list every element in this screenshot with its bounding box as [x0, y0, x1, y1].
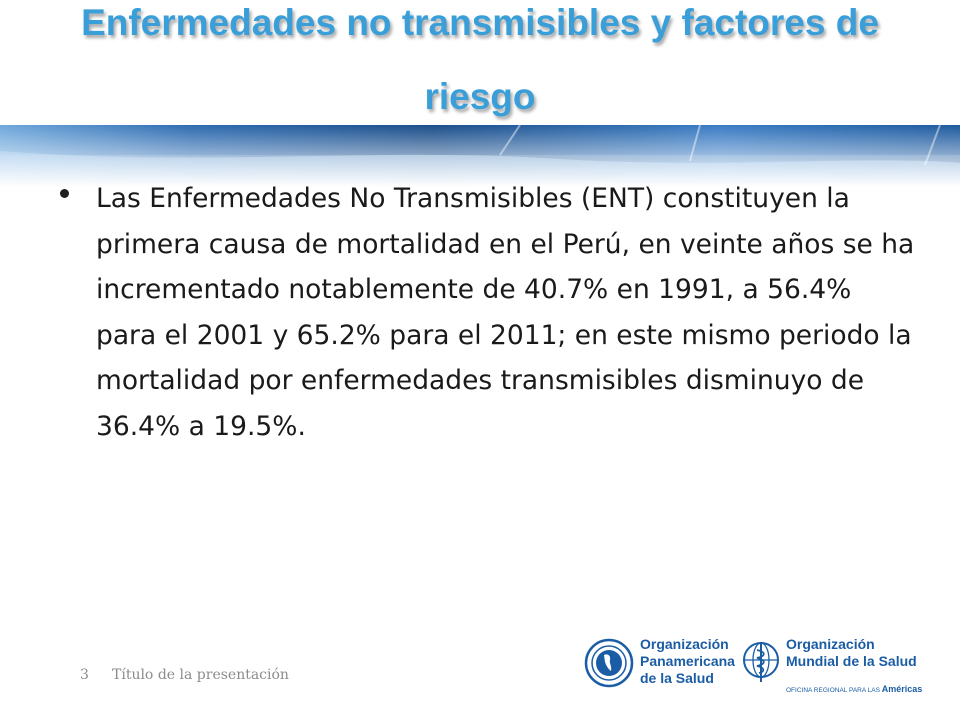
bullet-marker — [60, 189, 69, 198]
paho-logo: Organización Panamericana de la Salud — [584, 636, 735, 690]
bullet-text: Las Enfermedades No Transmisibles (ENT) … — [96, 183, 915, 442]
who-logo-text: Organización Mundial de la Salud — [786, 636, 917, 670]
footer-presentation-title: Título de la presentación — [112, 667, 289, 683]
who-sub-region: Américas — [881, 684, 923, 694]
who-emblem-icon — [743, 642, 779, 682]
paho-line-1: Organización — [640, 636, 729, 652]
who-line-1: Organización — [786, 636, 875, 652]
slide-number: 3 — [80, 667, 89, 683]
bullet-list: Las Enfermedades No Transmisibles (ENT) … — [56, 176, 916, 449]
who-line-2: Mundial de la Salud — [786, 653, 917, 669]
decorative-wave-band — [0, 125, 960, 187]
paho-seal-icon — [584, 638, 634, 688]
slide-title: Enfermedades no transmisibles y factores… — [81, 2, 879, 117]
paho-line-2: Panamericana — [640, 653, 735, 669]
list-item: Las Enfermedades No Transmisibles (ENT) … — [56, 176, 916, 449]
paho-logo-text: Organización Panamericana de la Salud — [640, 636, 735, 687]
who-logo: Organización Mundial de la Salud OFICINA… — [736, 636, 922, 694]
who-sub-prefix: OFICINA REGIONAL PARA LAS — [786, 687, 880, 694]
who-regional-office: OFICINA REGIONAL PARA LAS Américas — [786, 684, 922, 694]
paho-line-3: de la Salud — [640, 670, 714, 686]
